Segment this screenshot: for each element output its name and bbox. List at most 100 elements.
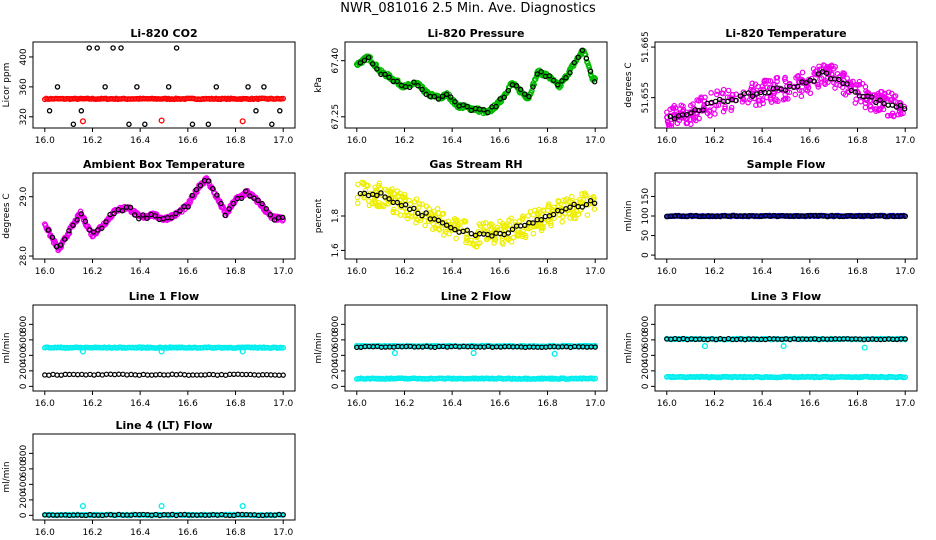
chart-title: Line 1 Flow [129, 290, 199, 303]
data-point [530, 212, 537, 218]
data-point [453, 217, 460, 223]
data-point [366, 202, 373, 209]
data-point [669, 105, 676, 111]
data-point [259, 200, 265, 207]
data-point [416, 201, 423, 207]
data-point [547, 220, 554, 226]
data-point [720, 90, 726, 97]
data-point [470, 349, 477, 357]
data-point [687, 102, 694, 109]
y-tick-label: 1.8 [331, 209, 341, 224]
x-tick-label: 17.0 [585, 136, 605, 146]
data-point [452, 226, 458, 233]
data-point [712, 98, 719, 105]
data-point [882, 95, 889, 101]
data-point [118, 45, 124, 51]
data-series-group [41, 344, 287, 378]
data-point [889, 110, 896, 117]
data-point [701, 343, 708, 350]
data-point [805, 84, 812, 91]
x-tick-label: 16.6 [800, 399, 820, 409]
data-point [566, 210, 572, 216]
data-point [672, 105, 679, 111]
data-point [127, 204, 134, 211]
data-point [587, 68, 594, 75]
x-tick-label: 17.0 [895, 399, 915, 409]
data-point [486, 223, 493, 229]
x-tick-label: 16.6 [178, 528, 198, 538]
data-point [668, 123, 675, 128]
data-point [361, 190, 368, 197]
data-point [773, 96, 779, 103]
data-point [803, 80, 809, 86]
data-point [357, 60, 364, 66]
data-point [873, 106, 880, 112]
data-point [280, 95, 287, 102]
data-point [666, 123, 673, 128]
data-point [499, 220, 506, 227]
data-point [530, 84, 536, 90]
chart-panel: Sample Flow ml/min 16.0 16.2 16.4 16.6 16.8 17.… [624, 158, 918, 277]
data-point [225, 208, 232, 215]
data-point [520, 213, 526, 220]
data-point [79, 118, 86, 125]
y-axis-label: kPa [314, 77, 324, 93]
y-tick-label: 0 [641, 383, 651, 389]
data-point [530, 230, 537, 237]
data-point [372, 187, 379, 194]
data-point [230, 200, 237, 207]
data-point [90, 229, 97, 235]
data-point [720, 108, 727, 115]
x-tick-label: 16.0 [347, 399, 367, 409]
data-point [263, 205, 269, 212]
data-point [382, 194, 388, 200]
data-point [365, 182, 371, 189]
data-point [722, 105, 728, 112]
data-point [880, 106, 887, 113]
x-tick-label: 16.4 [752, 267, 772, 277]
x-tick-label: 16.2 [394, 399, 414, 409]
page-title: NWR_081016 2.5 Min. Ave. Diagnostics [340, 1, 596, 16]
data-point [463, 239, 469, 246]
data-point [571, 201, 577, 208]
data-point [110, 45, 116, 51]
data-point [99, 225, 105, 231]
y-axis-label: ml/min [2, 461, 12, 492]
data-point [499, 239, 505, 246]
data-point [680, 108, 687, 115]
data-point [591, 206, 598, 212]
data-point [393, 209, 400, 216]
y-tick-label: 600 [331, 331, 341, 348]
y-tick-label: 600 [19, 331, 29, 348]
data-point [238, 195, 245, 202]
data-point [369, 61, 376, 67]
data-point [91, 372, 97, 378]
x-tick-label: 16.6 [800, 136, 820, 146]
data-point [822, 81, 829, 88]
data-point [572, 215, 579, 222]
y-tick-label: 400 [19, 476, 29, 493]
data-point [712, 111, 718, 117]
chart-title: Sample Flow [747, 158, 826, 171]
data-point [226, 206, 232, 212]
plot-frame [32, 41, 296, 129]
data-point [538, 69, 544, 75]
x-tick-label: 16.2 [704, 136, 724, 146]
data-point [94, 45, 100, 51]
data-point [761, 78, 767, 85]
y-tick-label: 0 [19, 512, 29, 518]
data-point [374, 192, 380, 199]
y-tick-label: 400 [331, 347, 341, 364]
data-point [251, 195, 257, 201]
data-point [446, 230, 453, 237]
chart-title: Li-820 Temperature [725, 27, 846, 40]
data-point [525, 213, 531, 219]
data-point [688, 110, 694, 116]
data-point [733, 97, 739, 104]
x-tick-label: 16.8 [226, 399, 246, 409]
data-point [664, 109, 670, 116]
data-point [580, 196, 587, 203]
chart-panel: Line 3 Flow ml/min 16.0 16.2 16.4 16.6 16.8 17.… [624, 290, 918, 409]
data-point [411, 205, 417, 212]
data-point [394, 78, 401, 85]
